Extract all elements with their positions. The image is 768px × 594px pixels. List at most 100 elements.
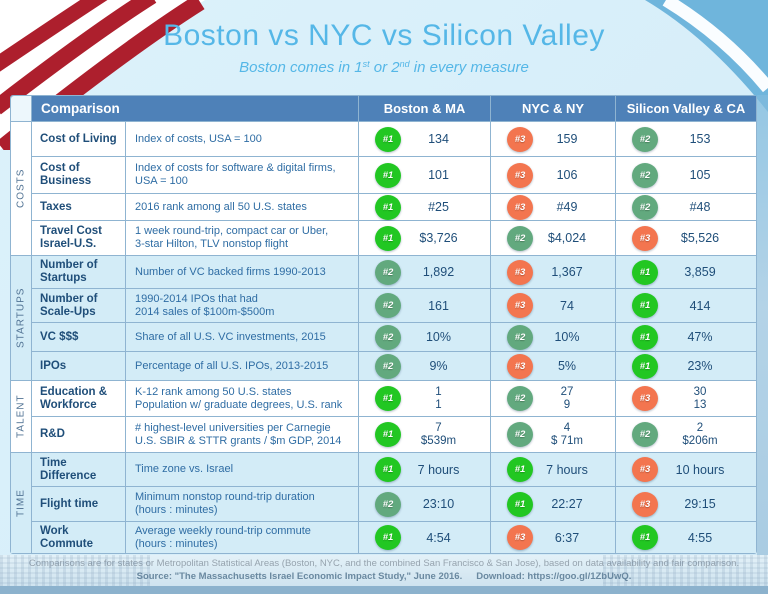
value-text: 10%	[554, 330, 580, 344]
value-line: 30	[693, 385, 707, 398]
rank-badge: #3	[507, 194, 533, 220]
value-text: 22:27	[551, 497, 583, 511]
rank-badge: #2	[375, 324, 401, 350]
row-description: 1 week round-trip, compact car or Uber, 3…	[126, 221, 358, 255]
value-line: 2	[696, 421, 704, 434]
column-header-silicon-valley: Silicon Valley & CA	[616, 96, 756, 121]
value-cell: #1 $3,726	[359, 221, 490, 255]
footer-source-line: Source: "The Massachusetts Israel Econom…	[0, 570, 768, 583]
group-label-startups: STARTUPS	[11, 256, 31, 380]
rank-badge: #1	[632, 353, 658, 379]
value-line: $206m	[682, 434, 718, 447]
comparison-table: Comparison Boston & MA NYC & NY Silicon …	[10, 95, 757, 554]
value-cell: #1 414	[616, 289, 756, 322]
value-cell: #2 153	[616, 122, 756, 156]
value-line: 1	[435, 398, 442, 411]
row-description: 1990-2014 IPOs that had 2014 sales of $10…	[126, 289, 358, 322]
ordinal-superscript: st	[362, 59, 370, 69]
value-line: $ 71m	[551, 434, 583, 447]
value-cell: #1 22:27	[491, 487, 615, 521]
description-line: # highest-level universities per Carnegi…	[135, 421, 331, 434]
description-line: Index of costs for software & digital fi…	[135, 162, 336, 174]
value-cell: #1 3,859	[616, 256, 756, 288]
value-text: #48	[689, 200, 711, 214]
row-label: R&D	[32, 417, 125, 452]
row-description: Percentage of all U.S. IPOs, 2013-2015	[126, 352, 358, 380]
rank-badge: #1	[375, 525, 401, 550]
value-text: 5%	[557, 359, 577, 373]
row-label: Time Difference	[32, 453, 125, 486]
value-cell: #1 134	[359, 122, 490, 156]
value-text: 106	[556, 168, 578, 182]
value-cell: #3 159	[491, 122, 615, 156]
value-cell: #2 $4,024	[491, 221, 615, 255]
value-text: #25	[428, 200, 449, 214]
rank-badge: #1	[375, 386, 401, 411]
column-header-boston: Boston & MA	[359, 96, 490, 121]
value-text: 7 $539m	[401, 422, 490, 448]
value-cell: #2 10%	[359, 323, 490, 351]
value-text: 10%	[425, 330, 452, 344]
value-cell: #3 10 hours	[616, 453, 756, 486]
row-label: Travel Cost Israel-U.S.	[32, 221, 125, 255]
value-text: 74	[560, 298, 574, 313]
value-text: 1,892	[422, 265, 455, 279]
rank-badge: #1	[632, 324, 658, 350]
value-line: 13	[693, 398, 707, 411]
row-description: K-12 rank among 50 U.S. states Population…	[126, 381, 358, 416]
value-line: 7	[435, 421, 442, 434]
subtitle-segment: or 2	[369, 59, 400, 76]
value-text: 27 9	[533, 386, 615, 412]
value-cell: #1 1 1	[359, 381, 490, 416]
column-header-nyc: NYC & NY	[491, 96, 615, 121]
description-line: U.S. SBIR & STTR grants / $m GDP, 2014	[135, 434, 342, 447]
row-label: IPOs	[32, 352, 125, 380]
value-text: 23:10	[422, 497, 455, 511]
rank-badge: #3	[507, 259, 533, 285]
description-line: USA = 100	[135, 175, 188, 187]
row-description: Number of VC backed firms 1990-2013	[126, 256, 358, 288]
rank-badge: #2	[632, 194, 658, 220]
description-line: Percentage of all U.S. IPOs, 2013-2015	[135, 359, 329, 372]
row-description: Index of costs for software & digital fi…	[126, 157, 358, 193]
value-text: 3,859	[684, 265, 716, 279]
value-text: #49	[556, 200, 578, 214]
group-label-costs: COSTS	[11, 122, 31, 255]
rank-badge: #3	[632, 457, 658, 482]
value-cell: #2 161	[359, 289, 490, 322]
rank-badge: #2	[375, 293, 401, 318]
description-line: (hours : minutes)	[135, 537, 218, 550]
row-label: Education & Workforce	[32, 381, 125, 416]
description-line: Share of all U.S. VC investments, 2015	[135, 330, 326, 343]
value-text: 7 hours	[546, 462, 588, 477]
description-line: 1990-2014 IPOs that had	[135, 292, 258, 305]
subtitle-segment: Boston comes in 1	[239, 59, 363, 76]
row-label: Number of Startups	[32, 256, 125, 288]
description-line: Index of costs, USA = 100	[135, 132, 262, 145]
value-cell: #2 #48	[616, 194, 756, 220]
rank-badge: #1	[375, 422, 401, 447]
rank-badge: #2	[375, 491, 401, 517]
rank-badge: #3	[507, 162, 533, 188]
value-text: 4:55	[687, 530, 713, 545]
rank-badge: #2	[375, 259, 401, 285]
row-description: Average weekly round-trip commute (hours …	[126, 522, 358, 553]
rank-badge: #1	[375, 194, 401, 220]
rank-badge: #1	[507, 491, 533, 517]
rank-badge: #2	[632, 162, 658, 188]
value-text: 134	[428, 132, 449, 146]
value-cell: #3 29:15	[616, 487, 756, 521]
value-text: 1,367	[551, 265, 583, 279]
value-text: 4 $ 71m	[533, 422, 615, 448]
value-text: 161	[428, 298, 449, 313]
value-cell: #3 106	[491, 157, 615, 193]
rank-badge: #2	[632, 422, 658, 447]
value-line: 4	[563, 421, 571, 434]
footer-source: Source: "The Massachusetts Israel Econom…	[136, 571, 463, 582]
value-text: 2 $206m	[658, 422, 756, 448]
value-cell: #3 $5,526	[616, 221, 756, 255]
description-line: Population w/ graduate degrees, U.S. ran…	[135, 398, 343, 411]
value-text: 7 hours	[417, 462, 460, 477]
row-description: Minimum nonstop round-trip duration (hour…	[126, 487, 358, 521]
